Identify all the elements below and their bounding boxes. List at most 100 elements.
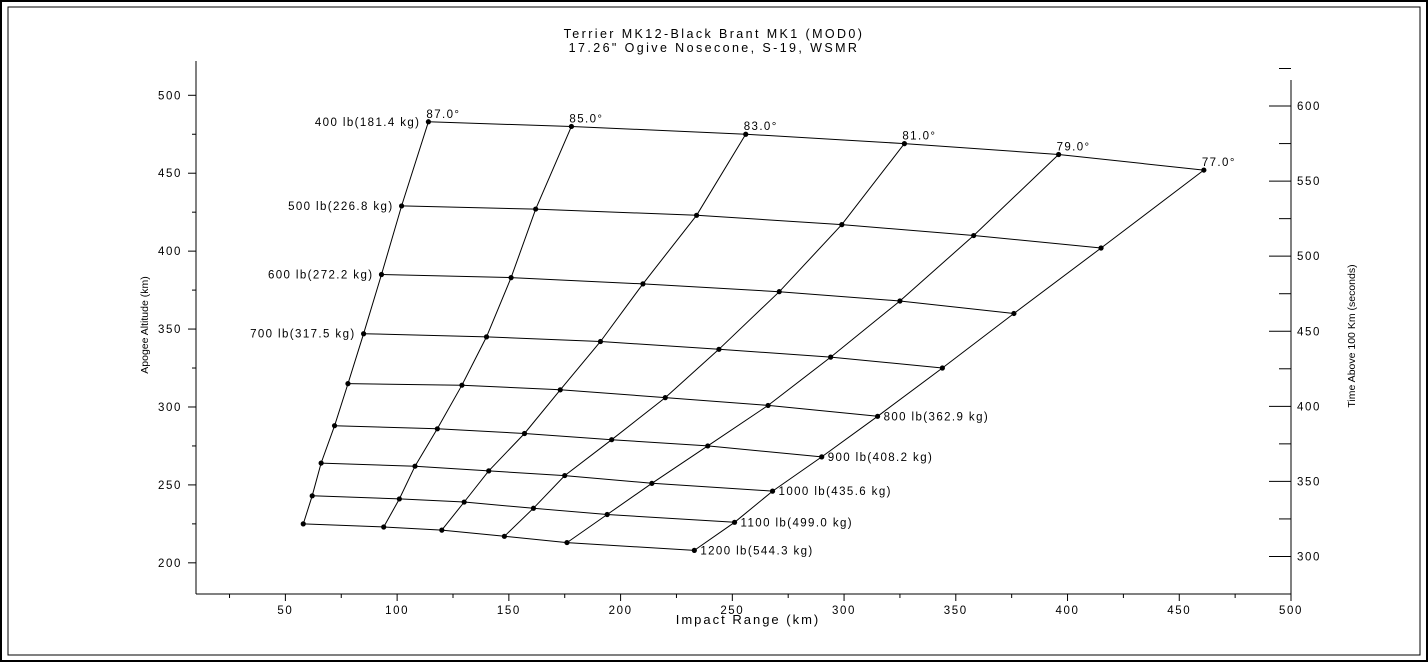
inner-border (7, 6, 1421, 656)
axes: 50 100 150 200 250 300 350 400 450 500 200 250 300 35… (158, 61, 1321, 617)
weight-curve (381, 274, 1014, 314)
data-point (731, 519, 738, 525)
y2-tick-label: 600 (1297, 101, 1321, 113)
weight-label: 1200 lb(544.3 kg) (700, 545, 813, 557)
data-point (533, 206, 539, 212)
weight-label: 1100 lb(499.0 kg) (741, 517, 853, 529)
x-tick-label: 300 (832, 605, 856, 617)
data-point (828, 354, 834, 360)
weight-label: 500 lb(226.8 kg) (288, 201, 394, 213)
weight-curve (312, 495, 735, 523)
y-tick-label: 200 (158, 558, 182, 570)
x-tick-label: 200 (609, 605, 633, 617)
data-point (776, 289, 782, 295)
data-point (501, 533, 507, 539)
data-point (691, 547, 697, 553)
y-tick-label: 350 (158, 324, 182, 336)
y-axis-label: Apogee Altitude (km) (139, 276, 151, 373)
data-point (705, 443, 711, 449)
data-point (769, 488, 776, 494)
angle-label: 79.0° (1057, 142, 1091, 154)
data-point (398, 203, 405, 209)
data-point (609, 437, 615, 443)
x-tick-label: 50 (277, 605, 293, 617)
weight-label: 900 lb(408.2 kg) (828, 452, 934, 464)
data-point (381, 524, 387, 530)
data-point (765, 402, 771, 409)
data-point (939, 365, 945, 371)
weight-label: 700 lb(317.5 kg) (250, 329, 356, 341)
data-point (1011, 310, 1017, 317)
x-tick-label: 150 (497, 605, 521, 617)
data-point (716, 346, 722, 352)
data-point (839, 222, 845, 228)
data-point (530, 505, 537, 511)
data-point (568, 123, 575, 130)
chart-title: Terrier MK12-Black Brant MK1 (MOD0) (564, 27, 865, 41)
data-point (1098, 245, 1104, 251)
weight-curve (428, 121, 1204, 171)
x-tick-label: 250 (720, 605, 744, 617)
weight-label: 600 lb(272.2 kg) (268, 270, 374, 282)
data-point (597, 338, 604, 345)
data-point (562, 472, 568, 479)
data-point (483, 334, 490, 340)
x-tick-label: 450 (1167, 605, 1191, 617)
data-point (901, 140, 907, 147)
x-tick-label: 350 (944, 605, 968, 617)
x-axis-label: Impact Range (km) (676, 612, 821, 627)
y2-tick-label: 550 (1297, 176, 1321, 188)
data-point (378, 271, 385, 278)
data-point (461, 499, 467, 505)
data-point (557, 387, 563, 393)
data-point (874, 413, 881, 419)
y-tick-label: 500 (158, 90, 182, 102)
y-tick-label: 450 (158, 168, 182, 180)
chart-subtitle: 17.26" Ogive Nosecone, S-19, WSMR (569, 41, 860, 55)
y-tick-label: 300 (158, 402, 182, 414)
y2-axis-label: Time Above 100 Km (seconds) (1346, 264, 1358, 407)
data-point (486, 468, 492, 474)
data-point (1201, 167, 1207, 173)
data-point (439, 527, 445, 533)
data-point (521, 430, 528, 437)
data-point (564, 539, 570, 546)
weight-curve (401, 205, 1102, 249)
weight-label: 800 lb(362.9 kg) (884, 411, 990, 423)
x-tick-label: 500 (1279, 605, 1303, 617)
weight-label: 1000 lb(435.6 kg) (779, 486, 892, 498)
angle-label: 81.0° (902, 131, 936, 143)
x-tick-label: 400 (1056, 605, 1080, 617)
data-point (819, 454, 825, 460)
y2-tick-label: 450 (1297, 326, 1321, 338)
angle-label: 77.0° (1202, 157, 1236, 169)
data-point (971, 232, 977, 239)
data-point (604, 511, 610, 518)
y2-tick-label: 300 (1297, 551, 1321, 563)
data-point (300, 521, 306, 527)
x-tick-label: 100 (385, 605, 409, 617)
weight-curve (303, 523, 695, 551)
data-points (300, 119, 1207, 553)
angle-label: 85.0° (569, 113, 603, 125)
y2-tick-label: 500 (1297, 251, 1321, 263)
weight-curve (321, 462, 773, 492)
y2-tick-label: 350 (1297, 476, 1321, 488)
weight-curve (347, 383, 878, 417)
y2-tick-label: 400 (1297, 401, 1321, 413)
data-point (425, 119, 432, 125)
data-point (640, 281, 646, 287)
data-point (331, 423, 338, 429)
data-point (459, 382, 465, 388)
y-tick-label: 250 (158, 480, 182, 492)
data-point (662, 395, 668, 401)
data-point (412, 463, 418, 469)
y-tick-label: 400 (158, 246, 182, 258)
data-point (434, 426, 440, 432)
data-point (345, 381, 351, 387)
data-point (743, 131, 749, 137)
curve-labels: 87.0° 85.0° 83.0° 81.0° 79.0° 77.0° 400 lb(181… (250, 109, 1236, 558)
weight-curve (334, 425, 822, 458)
data-point (897, 298, 903, 304)
